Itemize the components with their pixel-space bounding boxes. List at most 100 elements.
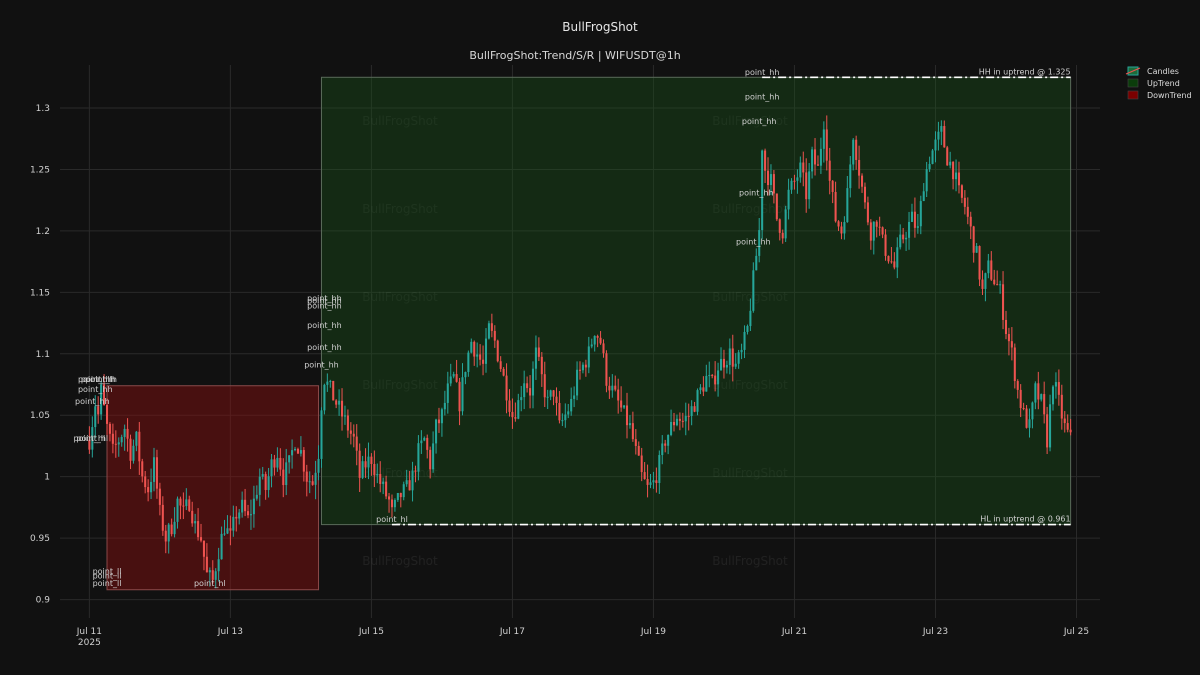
candle-body <box>617 389 620 401</box>
candle-body <box>811 149 814 172</box>
candle-body <box>205 556 208 573</box>
sr-levels: HH in uptrend @ 1.325 HL in uptrend @ 0.9… <box>391 67 1071 526</box>
candle-body <box>526 383 529 389</box>
pivot-point-label: point_hh <box>81 375 116 384</box>
candle-body <box>155 457 158 489</box>
candle-body <box>100 384 103 415</box>
candle-body <box>291 450 294 456</box>
candle-body <box>1013 347 1016 382</box>
candle-body <box>702 387 705 392</box>
candle-body <box>176 498 179 522</box>
candle-body <box>640 455 643 473</box>
candle-body <box>714 375 717 385</box>
candle-body <box>152 457 156 482</box>
candle-body <box>226 528 229 534</box>
candle-body <box>302 450 305 472</box>
candle-body <box>828 160 831 181</box>
pivot-point-label: point_hl <box>194 579 226 588</box>
candle-body <box>1007 334 1010 342</box>
candle-body <box>1040 394 1043 400</box>
candle-body <box>852 139 855 165</box>
candle-body <box>576 369 579 396</box>
candle-body <box>725 364 728 368</box>
pivot-point-label: point_ll <box>93 579 122 588</box>
y-tick-label: 1.05 <box>30 411 50 421</box>
legend[interactable]: Candles UpTrend DownTrend <box>1125 66 1192 100</box>
candle-body <box>928 163 931 170</box>
candle-body <box>390 499 394 508</box>
candle-body <box>952 161 955 180</box>
candle-body <box>910 211 914 222</box>
candle-body <box>238 512 241 519</box>
candle-body <box>605 353 608 386</box>
candle-body <box>1049 404 1052 448</box>
candle-body <box>185 499 188 506</box>
candle-body <box>158 488 161 505</box>
candle-body <box>370 456 373 465</box>
candle-body <box>905 237 908 240</box>
candle-body <box>734 363 737 367</box>
candle-body <box>220 533 223 560</box>
candle-body <box>552 390 555 397</box>
candle-body <box>211 570 214 580</box>
candle-body <box>711 375 714 377</box>
candle-body <box>699 387 702 391</box>
candle-body <box>793 180 796 182</box>
candle-body <box>966 206 969 217</box>
candle-body <box>529 388 532 396</box>
candle-body <box>620 400 623 408</box>
candle-body <box>573 395 576 399</box>
candle-body <box>922 191 925 202</box>
legend-swatch-candles-line <box>1125 67 1141 75</box>
legend-item-candles[interactable]: Candles <box>1125 66 1179 76</box>
candle-body <box>282 469 285 486</box>
legend-item-uptrend[interactable]: UpTrend <box>1127 78 1180 88</box>
candle-body <box>861 175 864 187</box>
candle-body <box>499 361 502 369</box>
candle-body <box>449 376 452 384</box>
candle-body <box>766 170 770 186</box>
candle-body <box>223 533 226 535</box>
pivot-point-label: point_hh <box>78 385 113 394</box>
candle-body <box>816 164 819 166</box>
legend-item-downtrend[interactable]: DownTrend <box>1127 90 1192 100</box>
candle-body <box>114 443 117 445</box>
candle-body <box>564 414 567 421</box>
candle-body <box>426 437 429 450</box>
candle-body <box>999 284 1002 286</box>
candle-body <box>197 521 200 538</box>
candle-body <box>314 472 317 485</box>
candle-body <box>884 234 887 256</box>
candle-body <box>117 442 120 445</box>
pivot-point-label: point_hh <box>307 301 342 310</box>
candle-body <box>317 458 320 473</box>
candle-body <box>1025 408 1028 428</box>
candle-body <box>934 139 937 151</box>
candle-body <box>778 219 781 233</box>
candle-body <box>611 385 614 391</box>
candle-body <box>191 510 194 524</box>
x-tick-label: Jul 15 <box>358 627 384 637</box>
candle-body <box>367 456 370 468</box>
candle-body <box>946 147 949 166</box>
pivot-point-label: point_ll <box>93 567 122 576</box>
watermark-text: BullFrogShot <box>362 554 438 568</box>
candle-body <box>273 459 276 468</box>
y-tick-label: 0.95 <box>30 534 50 544</box>
trend-zones <box>106 76 1072 591</box>
candle-body <box>144 476 147 488</box>
candle-body <box>899 234 902 248</box>
candle-body <box>258 476 261 495</box>
candle-body <box>614 385 617 390</box>
pivot-point-label: point_hl <box>76 434 108 443</box>
candle-body <box>299 450 302 454</box>
candle-body <box>161 504 164 531</box>
pivot-point-label: point_hl <box>376 515 408 524</box>
candle-body <box>990 260 993 280</box>
candle-body <box>549 390 552 397</box>
candle-body <box>246 511 250 516</box>
candle-body <box>840 226 843 234</box>
candle-body <box>1051 386 1055 405</box>
candle-body <box>440 409 443 424</box>
candle-body <box>255 494 258 499</box>
